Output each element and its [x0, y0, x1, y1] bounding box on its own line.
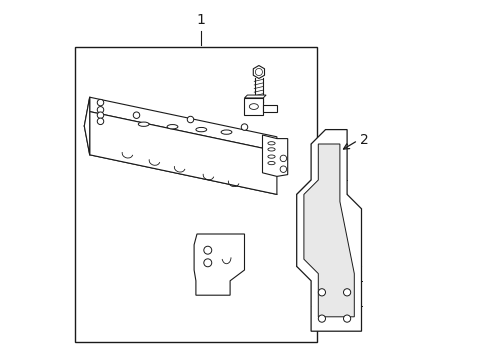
Polygon shape [263, 105, 276, 112]
Circle shape [97, 118, 103, 125]
Circle shape [187, 116, 193, 123]
Circle shape [318, 289, 325, 296]
Ellipse shape [267, 141, 275, 145]
Text: 1: 1 [197, 13, 205, 27]
Polygon shape [244, 98, 263, 115]
Text: 2: 2 [359, 134, 367, 147]
Ellipse shape [249, 104, 258, 109]
Polygon shape [84, 97, 89, 155]
Circle shape [203, 259, 211, 267]
Circle shape [343, 315, 350, 322]
Ellipse shape [267, 155, 275, 158]
Ellipse shape [267, 148, 275, 151]
Polygon shape [89, 97, 276, 151]
Polygon shape [253, 66, 264, 78]
Polygon shape [244, 95, 265, 98]
Circle shape [255, 68, 262, 76]
Circle shape [318, 315, 325, 322]
Circle shape [97, 112, 103, 118]
Circle shape [133, 112, 140, 118]
Bar [75, 47, 316, 342]
Circle shape [97, 99, 103, 106]
Ellipse shape [167, 125, 178, 129]
Circle shape [280, 155, 286, 162]
Ellipse shape [267, 161, 275, 165]
Circle shape [241, 124, 247, 130]
Circle shape [97, 107, 103, 113]
Circle shape [343, 289, 350, 296]
Polygon shape [89, 112, 276, 194]
Polygon shape [194, 234, 244, 295]
Polygon shape [262, 135, 287, 176]
Polygon shape [303, 144, 354, 317]
Circle shape [280, 166, 286, 172]
Ellipse shape [138, 122, 149, 126]
Ellipse shape [221, 130, 231, 134]
Polygon shape [296, 130, 361, 331]
Ellipse shape [196, 127, 206, 132]
Circle shape [203, 246, 211, 254]
